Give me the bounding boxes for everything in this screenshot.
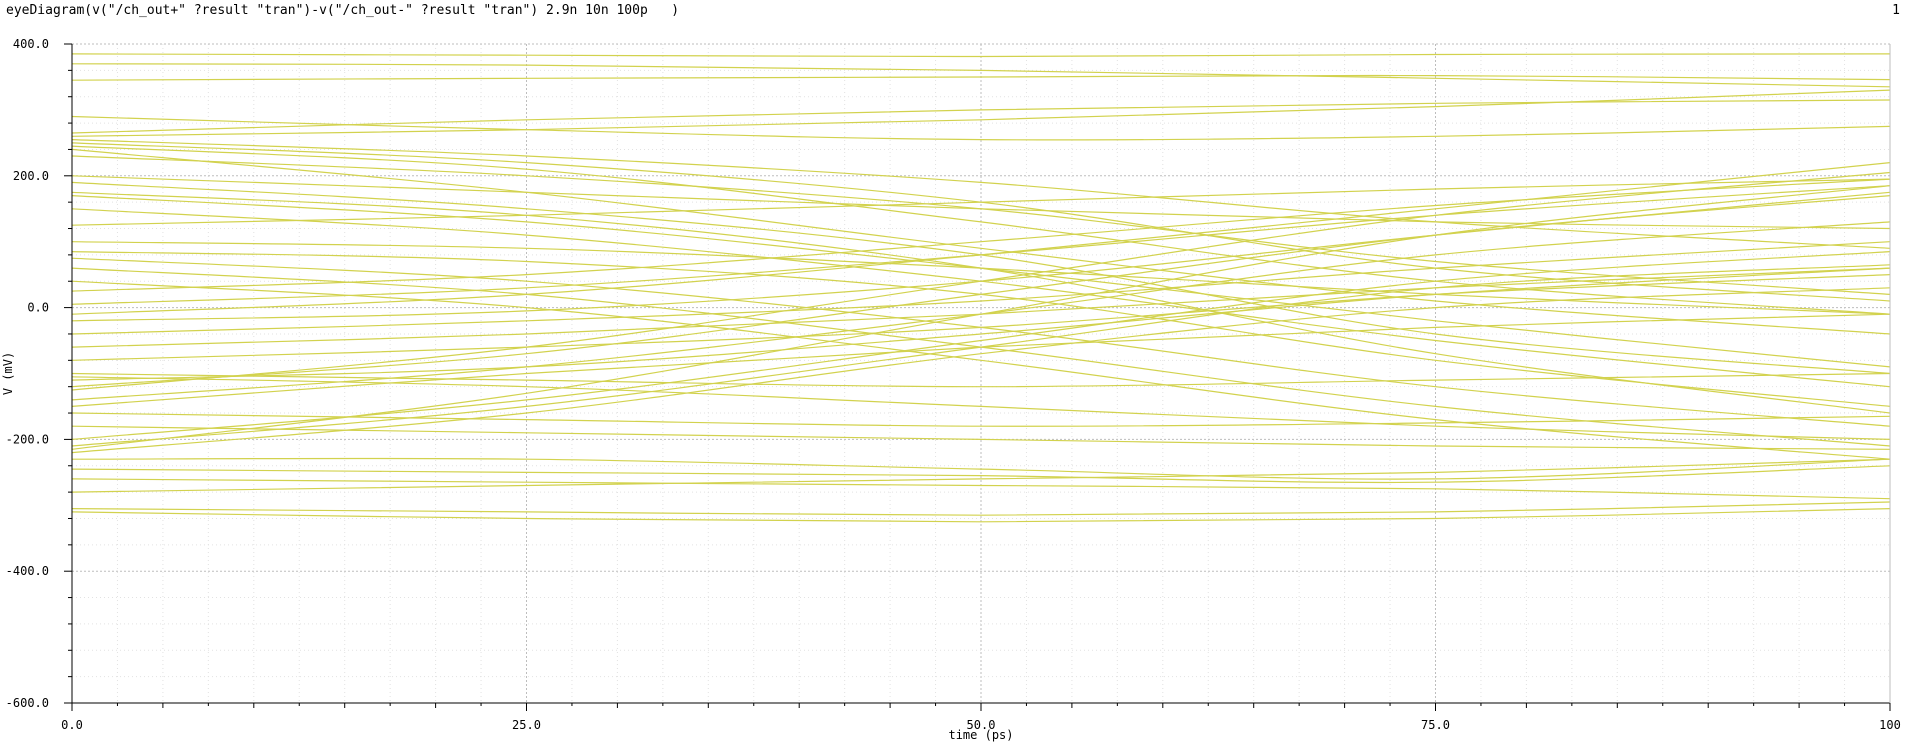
eye-trace-42	[71, 287, 1891, 454]
eye-trace-40	[71, 264, 1891, 447]
eye-trace-6	[71, 89, 1891, 137]
eye-trace-41	[71, 185, 1891, 450]
eye-trace-44	[71, 465, 1891, 484]
y-tick-label: -200.0	[6, 432, 49, 446]
x-axis-label: time (ps)	[948, 728, 1013, 742]
eye-trace-5	[71, 99, 1891, 134]
eye-trace-12	[71, 175, 1891, 230]
eye-trace-45	[71, 478, 1891, 500]
tick-labels: 0.0 25.0 50.0 75.0 100 400.0 200.0 0.0 -200.0 -40…	[6, 37, 1901, 732]
eye-trace-43	[71, 457, 1891, 480]
eye-trace-27	[71, 241, 1891, 335]
eye-trace-38	[71, 425, 1891, 450]
eye-trace-37	[71, 412, 1891, 427]
eye-trace-39	[71, 251, 1891, 440]
y-tick-label: -400.0	[6, 564, 49, 578]
eye-trace-46	[71, 458, 1891, 493]
eye-trace-47	[71, 501, 1891, 516]
eye-trace-25	[71, 162, 1891, 315]
x-tick-label: 50.0	[967, 718, 996, 732]
eye-trace-34	[71, 171, 1891, 391]
y-tick-label: -600.0	[6, 696, 49, 710]
eye-trace-17	[71, 178, 1891, 226]
eye-trace-48	[71, 508, 1891, 523]
y-axis-label: V (mV)	[1, 352, 15, 395]
eye-trace-1	[71, 53, 1891, 58]
eye-trace-9	[71, 145, 1891, 315]
eye-trace-7	[71, 139, 1891, 249]
eye-trace-33	[71, 195, 1891, 388]
eye-trace-32	[71, 267, 1891, 381]
y-tick-label: 200.0	[13, 169, 49, 183]
eye-trace-4	[71, 115, 1891, 141]
eye-trace-3	[71, 63, 1891, 88]
eye-trace-2	[71, 74, 1891, 81]
eye-trace-31	[71, 376, 1891, 440]
eye-trace-22	[71, 280, 1891, 460]
x-tick-label: 25.0	[512, 718, 541, 732]
waveform-traces	[71, 53, 1891, 523]
eye-trace-18	[71, 241, 1891, 315]
x-tick-label: 100	[1879, 718, 1901, 732]
x-tick-label: 75.0	[1421, 718, 1450, 732]
eye-trace-10	[71, 148, 1891, 335]
y-tick-label: 0.0	[27, 301, 49, 315]
x-tick-label: 0.0	[61, 718, 83, 732]
plot-title: eyeDiagram(v("/ch_out+" ?result "tran")-…	[6, 3, 680, 18]
eye-trace-29	[71, 274, 1891, 361]
eye-trace-23	[71, 178, 1891, 292]
y-tick-label: 400.0	[13, 37, 49, 51]
plot-index: 1	[1892, 3, 1900, 18]
axes	[64, 43, 1891, 711]
eye-trace-30	[71, 372, 1891, 388]
